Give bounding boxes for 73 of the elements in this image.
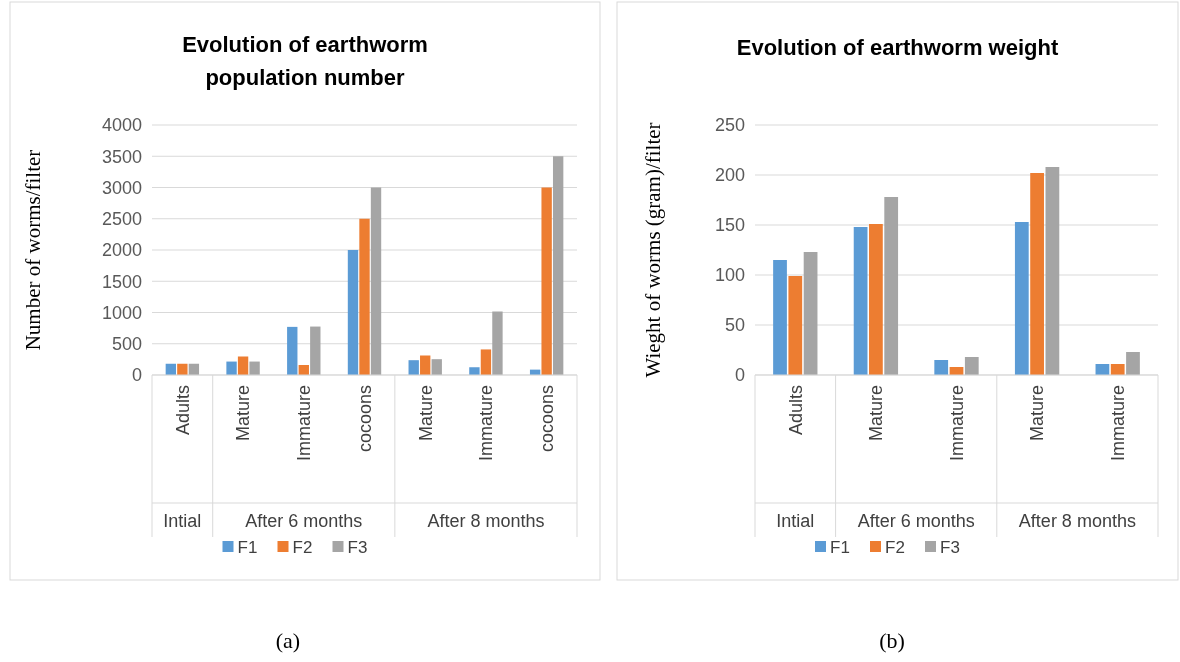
bar	[964, 357, 979, 375]
x-tick-label: cocoons	[536, 385, 557, 453]
y-tick-label: 500	[111, 334, 142, 355]
x-tick-label: Mature	[415, 385, 436, 442]
legend-label: F2	[292, 537, 313, 557]
y-tick-label: 2000	[101, 240, 142, 261]
bar	[884, 197, 899, 375]
bar	[480, 349, 492, 375]
legend-label: F1	[830, 537, 850, 557]
x-tick-label: Mature	[866, 385, 887, 442]
bar	[249, 361, 260, 375]
bar	[177, 363, 188, 375]
x-tick-label: Adults	[172, 385, 193, 436]
y-tick-label: 1000	[101, 302, 142, 323]
bar	[853, 227, 868, 375]
y-tick-label: 0	[131, 365, 142, 386]
bar	[469, 367, 480, 375]
y-tick-label: 200	[714, 165, 745, 186]
bar	[370, 187, 382, 375]
y-tick-label: 3000	[101, 177, 142, 198]
text: Intial	[776, 511, 815, 532]
bar	[1045, 167, 1060, 375]
chart-title: Evolution of earthworm population number	[182, 32, 428, 90]
bar	[226, 361, 237, 375]
text: After 8 months	[1018, 511, 1136, 532]
text: Intial	[163, 511, 202, 532]
bar	[310, 326, 321, 375]
bar	[869, 224, 883, 375]
text: (a)	[275, 628, 301, 653]
x-tick-label: Immature	[1108, 385, 1128, 462]
bar	[359, 218, 370, 375]
y-tick-label: 100	[714, 265, 745, 286]
bar	[552, 156, 564, 375]
x-tick-label: cocoons	[354, 385, 375, 453]
legend-label: F3	[347, 537, 368, 557]
y-tick-label: 2500	[101, 209, 142, 230]
text: After 6 months	[857, 511, 975, 532]
text: After 8 months	[427, 511, 545, 532]
y-axis-title: Wieght of worms (gram)/filter	[641, 122, 665, 378]
y-tick-label: 3500	[101, 146, 142, 167]
bar	[347, 250, 359, 375]
x-tick-label: Immature	[946, 385, 967, 462]
x-tick-label: Immature	[294, 385, 315, 462]
text: (b)	[879, 628, 905, 653]
bar	[788, 276, 803, 375]
x-tick-label: Adults	[785, 385, 806, 436]
legend-label: F3	[940, 537, 960, 557]
bar	[431, 359, 442, 375]
x-tick-label: Mature	[1027, 385, 1048, 442]
y-tick-label: 150	[714, 215, 745, 236]
bar	[287, 326, 298, 375]
bar	[541, 187, 552, 375]
y-tick-label: 50	[724, 315, 745, 336]
legend-label: F2	[885, 537, 905, 557]
x-tick-label: Immature	[476, 385, 497, 462]
bar	[492, 311, 503, 375]
bar	[408, 360, 419, 375]
bar	[1110, 364, 1125, 375]
bar	[1014, 222, 1029, 375]
y-tick-label: 1500	[101, 271, 142, 292]
y-tick-label: 0	[734, 365, 745, 386]
chart-title: Evolution of earthworm weight	[736, 35, 1059, 60]
legend-label: F1	[237, 537, 258, 557]
y-axis-title: Number of worms/filter	[21, 149, 45, 351]
bar	[1030, 173, 1044, 375]
y-tick-label: 250	[714, 115, 745, 136]
bar	[1126, 352, 1140, 375]
x-tick-label: Mature	[233, 385, 254, 442]
bar	[773, 260, 787, 375]
text: After 6 months	[245, 511, 363, 532]
bar	[934, 360, 949, 375]
y-tick-label: 4000	[101, 115, 142, 136]
bar	[803, 252, 818, 375]
